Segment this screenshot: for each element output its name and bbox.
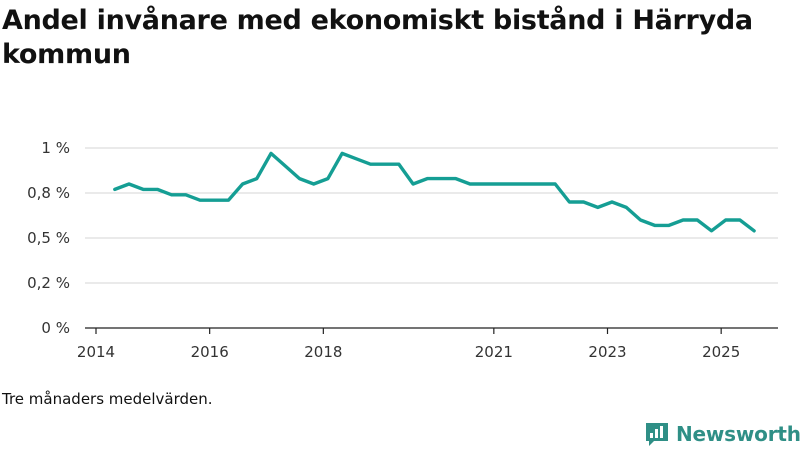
series-line-0 (113, 151, 756, 233)
data-point (170, 193, 173, 196)
data-point (497, 183, 500, 186)
x-tick-label: 2018 (304, 343, 342, 361)
data-point (397, 163, 400, 166)
data-point (511, 183, 514, 186)
data-point (142, 188, 145, 191)
chart-title: Andel invånare med ekonomiskt bistånd i … (2, 5, 753, 70)
x-tick-label: 2021 (475, 343, 513, 361)
data-point (341, 152, 344, 155)
data-point (454, 177, 457, 180)
data-point (227, 199, 230, 202)
data-point (596, 206, 599, 209)
data-point (127, 183, 130, 186)
data-point (738, 219, 741, 222)
data-point (241, 183, 244, 186)
data-point (284, 165, 287, 168)
data-point (753, 229, 756, 232)
brand-logo[interactable]: Newsworthy (644, 420, 800, 448)
data-point (369, 163, 372, 166)
y-axis-ticks: 0 % 0,2 % 0,5 % 0,8 % 1 % (27, 139, 70, 337)
data-point (213, 199, 216, 202)
y-tick-label: 0,5 % (27, 229, 70, 247)
data-point (483, 183, 486, 186)
data-point (625, 206, 628, 209)
x-tick-label: 2016 (191, 343, 229, 361)
data-point (653, 224, 656, 227)
data-point (468, 183, 471, 186)
data-point (710, 229, 713, 232)
data-point (113, 188, 116, 191)
data-point (156, 188, 159, 191)
data-point (426, 177, 429, 180)
y-tick-label: 0,2 % (27, 274, 70, 292)
data-point (568, 201, 571, 204)
data-point (611, 201, 614, 204)
y-tick-label: 0 % (41, 319, 70, 337)
data-point (639, 219, 642, 222)
data-point (298, 177, 301, 180)
y-tick-label: 1 % (41, 139, 70, 157)
data-point (582, 201, 585, 204)
chart-caption: Tre månaders medelvärden. (2, 390, 213, 408)
series-layer (113, 151, 756, 233)
data-point (270, 152, 273, 155)
newsworthy-logo-icon (646, 423, 668, 446)
data-point (383, 163, 386, 166)
data-point (184, 193, 187, 196)
y-tick-label: 0,8 % (27, 184, 70, 202)
data-point (682, 219, 685, 222)
data-point (696, 219, 699, 222)
gridlines (85, 147, 778, 284)
brand-name: Newsworthy (676, 422, 800, 446)
data-point (312, 183, 315, 186)
data-point (199, 199, 202, 202)
data-point (554, 183, 557, 186)
x-tick-label: 2023 (588, 343, 626, 361)
data-point (667, 224, 670, 227)
x-axis: 2014 2016 2018 2021 2023 2025 (77, 327, 778, 361)
data-point (440, 177, 443, 180)
data-point (724, 219, 727, 222)
data-point (355, 157, 358, 160)
data-point (525, 183, 528, 186)
x-tick-label: 2025 (702, 343, 740, 361)
data-point (255, 177, 258, 180)
data-point (412, 183, 415, 186)
data-point (540, 183, 543, 186)
data-point (326, 177, 329, 180)
x-tick-label: 2014 (77, 343, 115, 361)
